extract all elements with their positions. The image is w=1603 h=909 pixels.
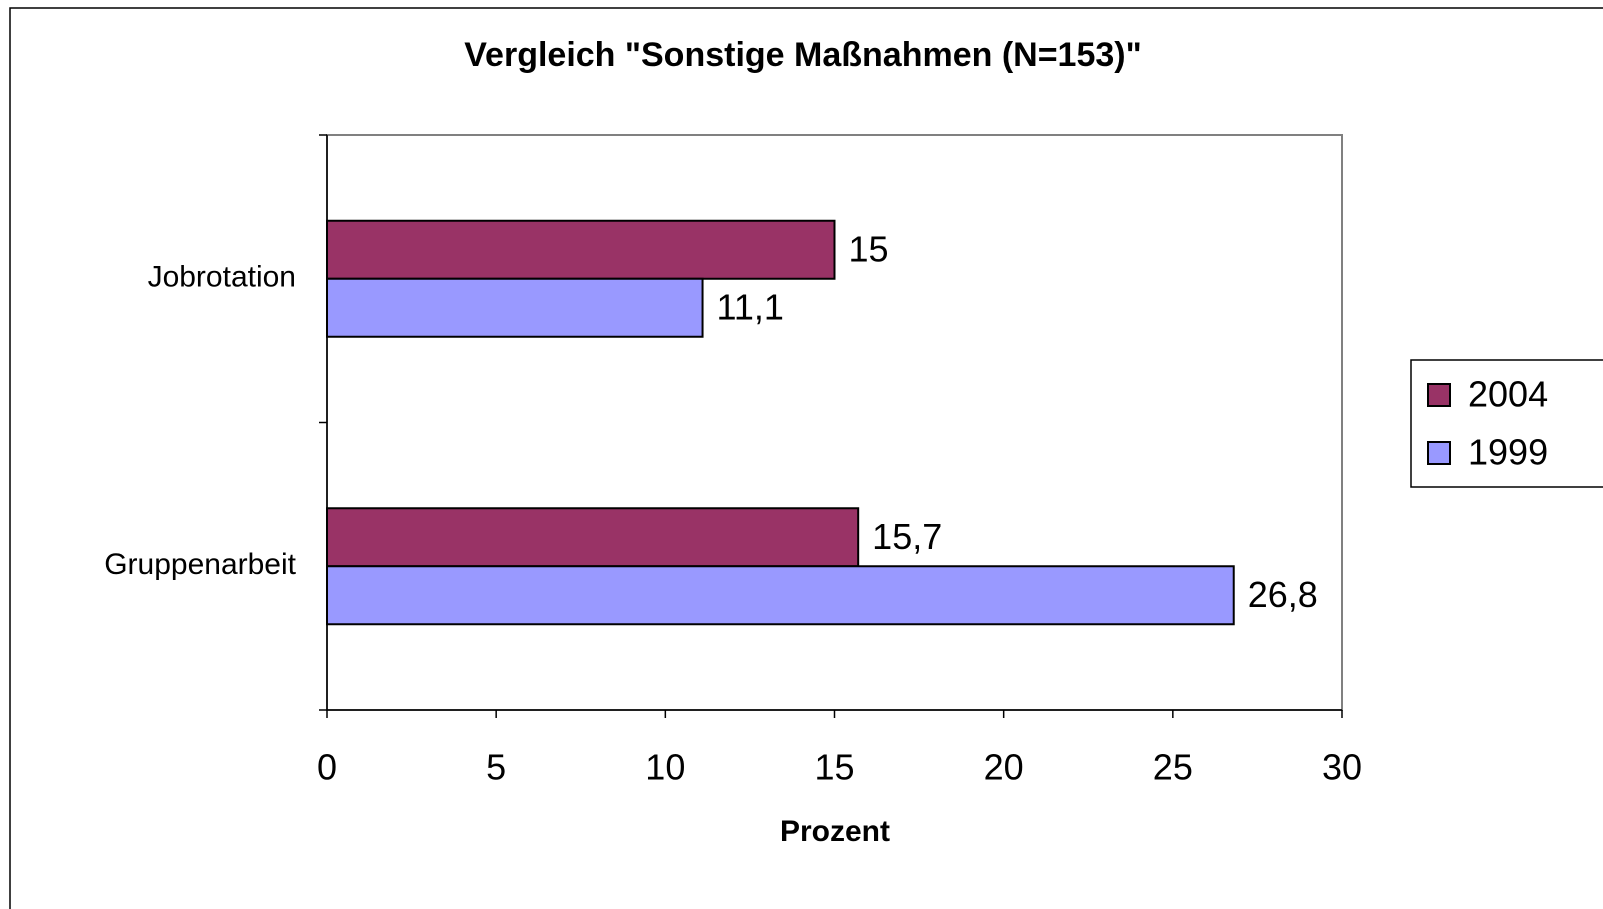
legend-box xyxy=(1410,359,1603,488)
legend-label: 1999 xyxy=(1468,432,1548,473)
x-tick-label: 20 xyxy=(984,747,1024,788)
x-axis-label: Prozent xyxy=(780,815,890,848)
value-label: 15,7 xyxy=(872,516,942,557)
y-tick-label: Jobrotation xyxy=(148,261,296,294)
bar xyxy=(326,507,860,568)
x-tick-label: 15 xyxy=(814,747,854,788)
value-label: 11,1 xyxy=(717,286,784,327)
x-tick-label: 30 xyxy=(1322,747,1362,788)
bar xyxy=(326,565,1235,626)
x-tick-label: 5 xyxy=(486,747,506,788)
chart-title: Vergleich "Sonstige Maßnahmen (N=153)" xyxy=(464,36,1141,74)
x-tick-label: 25 xyxy=(1153,747,1193,788)
value-label: 26,8 xyxy=(1248,574,1318,615)
x-tick-label: 0 xyxy=(317,747,337,788)
bar xyxy=(326,277,704,338)
legend-label: 2004 xyxy=(1468,374,1548,415)
legend-swatch xyxy=(1427,441,1451,465)
bar xyxy=(326,219,836,280)
legend-swatch xyxy=(1427,383,1451,407)
y-tick-label: Gruppenarbeit xyxy=(104,548,296,581)
x-tick-label: 10 xyxy=(645,747,685,788)
value-label: 15 xyxy=(849,228,889,269)
